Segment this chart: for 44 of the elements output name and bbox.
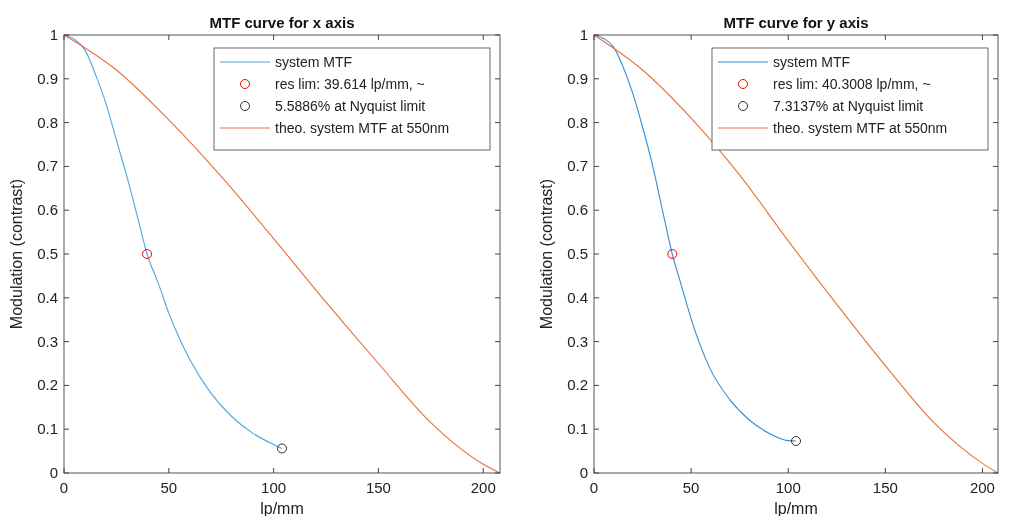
y-tick-label: 0.4: [37, 288, 58, 306]
y-tick-label: 1: [49, 26, 58, 43]
legend-label: 5.5886% at Nyquist limit: [275, 98, 426, 114]
y-tick-label: 0.8: [37, 113, 58, 131]
y-tick-label: 0: [579, 464, 588, 481]
x-tick-label: 50: [160, 479, 178, 496]
legend-label: theo. system MTF at 550nm: [773, 120, 948, 136]
y-tick-label: 0.5: [567, 245, 588, 262]
y-tick-label: 0.9: [37, 69, 58, 87]
x-tick-label: 50: [682, 479, 700, 496]
x-tick-label: 100: [261, 479, 287, 496]
y-tick-label: 0.1: [567, 420, 588, 438]
y-tick-label: 0.4: [567, 288, 588, 306]
x-tick-label: 100: [775, 479, 801, 496]
x-tick-label: 200: [969, 479, 995, 496]
y-tick-label: 0.2: [37, 376, 58, 394]
line-series: [593, 34, 999, 474]
x-tick-label: 150: [872, 479, 898, 496]
chart-title: MTF curve for x axis: [209, 14, 355, 31]
legend-label: res lim: 40.3008 lp/mm, ~: [773, 76, 931, 92]
y-tick-label: 0: [49, 464, 58, 481]
y-tick-label: 0.5: [37, 245, 58, 262]
legend-label: 7.3137% at Nyquist limit: [773, 98, 924, 114]
legend-label: theo. system MTF at 550nm: [275, 120, 450, 136]
y-tick-label: 0.9: [567, 69, 588, 87]
y-tick-label: 0.6: [567, 201, 588, 219]
legend-label: system MTF: [275, 54, 352, 70]
y-tick-label: 0.7: [567, 157, 588, 175]
x-tick-label: 150: [365, 479, 391, 496]
y-tick-label: 0.2: [567, 376, 588, 394]
y-tick-label: 0.8: [567, 113, 588, 131]
line-series: [63, 34, 501, 474]
y-axis-title: Modulation (contrast): [8, 178, 25, 330]
y-tick-label: 0.7: [37, 157, 58, 175]
legend-label: res lim: 39.614 lp/mm, ~: [275, 76, 425, 92]
y-tick-label: 0.6: [37, 201, 58, 219]
chart-title: MTF curve for y axis: [723, 14, 869, 31]
y-tick-label: 0.3: [567, 332, 588, 350]
x-tick-label: 200: [470, 479, 496, 496]
legend-label: system MTF: [773, 54, 850, 70]
y-tick-label: 0.1: [37, 420, 58, 438]
y-tick-label: 0.3: [37, 332, 58, 350]
y-axis-title: Modulation (contrast): [538, 178, 555, 330]
y-tick-label: 1: [579, 26, 588, 43]
